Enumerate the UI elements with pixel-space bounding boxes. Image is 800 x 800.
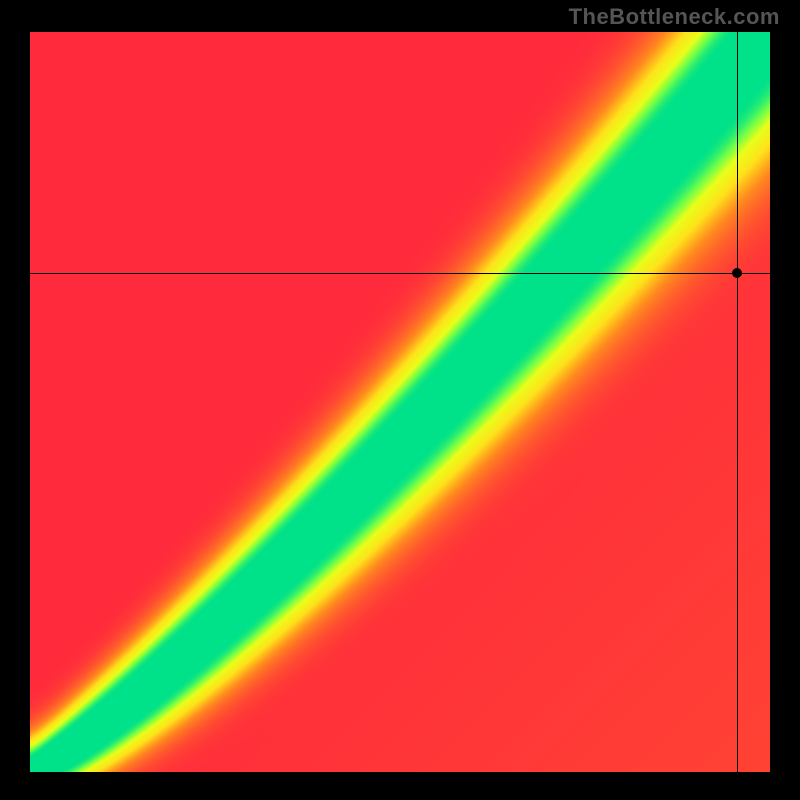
heatmap-canvas bbox=[30, 32, 770, 772]
plot-area bbox=[30, 32, 770, 772]
marker-point bbox=[732, 268, 742, 278]
chart-container: TheBottleneck.com bbox=[0, 0, 800, 800]
crosshair-vertical bbox=[737, 32, 738, 772]
crosshair-horizontal bbox=[30, 273, 770, 274]
watermark-text: TheBottleneck.com bbox=[569, 4, 780, 30]
